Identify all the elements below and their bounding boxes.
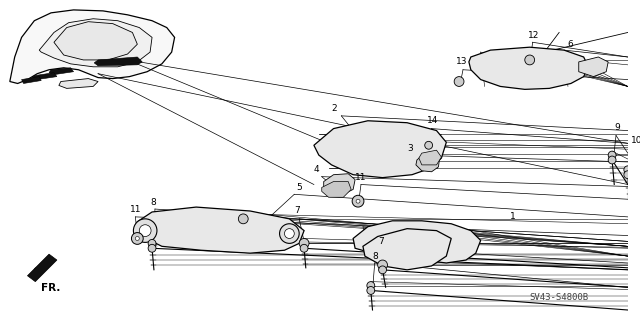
Circle shape [383, 148, 392, 156]
Polygon shape [469, 47, 589, 89]
Polygon shape [353, 221, 481, 263]
Circle shape [398, 151, 406, 159]
Polygon shape [314, 121, 446, 178]
Circle shape [389, 165, 396, 171]
Text: 11: 11 [355, 173, 367, 182]
Circle shape [280, 224, 299, 243]
Circle shape [362, 237, 374, 249]
Polygon shape [28, 254, 57, 282]
Circle shape [525, 55, 534, 65]
Text: 11: 11 [129, 204, 141, 213]
Polygon shape [322, 182, 351, 197]
Circle shape [564, 65, 574, 75]
Circle shape [339, 144, 348, 152]
Circle shape [346, 164, 351, 170]
Circle shape [423, 141, 431, 149]
Circle shape [365, 167, 371, 173]
Polygon shape [416, 153, 440, 172]
Circle shape [378, 260, 387, 270]
Circle shape [131, 233, 143, 244]
Circle shape [608, 156, 616, 164]
Circle shape [465, 237, 477, 249]
Circle shape [515, 62, 525, 72]
Text: 4: 4 [314, 165, 319, 174]
Circle shape [284, 229, 294, 239]
Text: 13: 13 [456, 57, 468, 66]
Polygon shape [54, 22, 138, 60]
Circle shape [133, 219, 157, 242]
Text: 1: 1 [510, 212, 516, 221]
Circle shape [543, 62, 552, 72]
Text: 6: 6 [567, 40, 573, 49]
Polygon shape [49, 68, 74, 75]
Circle shape [490, 64, 500, 74]
Polygon shape [39, 19, 152, 67]
Polygon shape [33, 73, 57, 79]
Text: FR.: FR. [41, 283, 61, 293]
Circle shape [419, 157, 425, 163]
Text: 7: 7 [294, 206, 300, 216]
Circle shape [238, 214, 248, 224]
Text: 9: 9 [614, 123, 620, 132]
Circle shape [354, 141, 362, 149]
Text: 8: 8 [150, 198, 156, 207]
Circle shape [369, 144, 377, 152]
Circle shape [148, 240, 156, 247]
Circle shape [367, 282, 374, 289]
Polygon shape [22, 77, 41, 84]
Text: 7: 7 [379, 237, 385, 246]
Circle shape [136, 236, 140, 241]
Polygon shape [136, 207, 304, 253]
Polygon shape [10, 10, 175, 84]
Circle shape [379, 266, 387, 274]
Text: 14: 14 [427, 116, 438, 125]
Text: 5: 5 [296, 183, 302, 192]
Circle shape [454, 77, 464, 86]
Circle shape [331, 157, 337, 163]
Text: 12: 12 [528, 31, 539, 40]
Polygon shape [363, 229, 451, 270]
Circle shape [367, 286, 374, 294]
Polygon shape [94, 57, 142, 66]
Polygon shape [579, 57, 608, 77]
Text: 8: 8 [372, 252, 378, 261]
Text: SV43-S4800B: SV43-S4800B [530, 293, 589, 302]
Polygon shape [324, 174, 355, 194]
Circle shape [148, 244, 156, 252]
Circle shape [140, 225, 151, 236]
Circle shape [413, 146, 421, 154]
Text: 10: 10 [631, 136, 640, 145]
Circle shape [624, 171, 632, 179]
Text: 2: 2 [332, 105, 337, 114]
Circle shape [608, 151, 616, 159]
Circle shape [299, 239, 309, 248]
Circle shape [624, 166, 632, 174]
Text: 3: 3 [407, 144, 413, 153]
Circle shape [300, 244, 308, 252]
Circle shape [167, 226, 177, 235]
Polygon shape [419, 150, 442, 165]
Circle shape [356, 199, 360, 203]
Circle shape [352, 195, 364, 207]
Circle shape [255, 227, 265, 236]
Polygon shape [59, 78, 98, 88]
Circle shape [425, 141, 433, 149]
Circle shape [211, 224, 221, 234]
